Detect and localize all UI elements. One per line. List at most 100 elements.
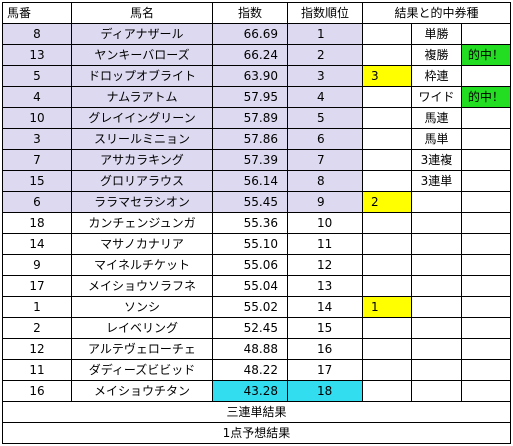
cell-ticket: 3連単 <box>411 170 462 192</box>
cell-rank: 2 <box>287 44 363 66</box>
cell-rank: 12 <box>287 254 363 276</box>
cell-name: ダディーズビビッド <box>71 359 213 381</box>
table-body: 8 ディアナザール 66.69 1 単勝 13 ヤンキーバローズ 66.24 2 複勝 的中！ 5 ドロ… <box>2 23 512 402</box>
cell-ticket <box>411 317 462 339</box>
cell-index: 63.90 <box>212 65 288 87</box>
cell-hit <box>460 170 512 192</box>
cell-index: 48.22 <box>212 359 288 381</box>
cell-index: 55.36 <box>212 212 288 234</box>
cell-mark <box>361 254 413 276</box>
cell-mark <box>361 128 413 150</box>
header-result: 結果と的中券種 <box>362 2 511 24</box>
cell-mark <box>361 107 413 129</box>
cell-rank: 6 <box>287 128 363 150</box>
cell-ticket: 複勝 <box>411 44 462 66</box>
cell-mark: 2 <box>361 191 413 213</box>
cell-mark <box>361 170 413 192</box>
cell-hit <box>460 212 512 234</box>
cell-mark <box>361 233 413 255</box>
cell-rank: 7 <box>287 149 363 171</box>
cell-no: 1 <box>2 296 72 318</box>
table-row: 8 ディアナザール 66.69 1 単勝 <box>2 23 512 45</box>
cell-index: 57.86 <box>212 128 288 150</box>
cell-rank: 18 <box>287 380 363 402</box>
cell-name: ララマセラシオン <box>71 191 213 213</box>
cell-hit <box>460 233 512 255</box>
cell-ticket: 3連複 <box>411 149 462 171</box>
cell-ticket <box>411 275 462 297</box>
cell-name: マイネルチケット <box>71 254 213 276</box>
cell-name: アサカラキング <box>71 149 213 171</box>
cell-hit <box>460 65 512 87</box>
cell-hit <box>460 338 512 360</box>
cell-mark: 1 <box>361 296 413 318</box>
cell-hit <box>460 107 512 129</box>
footer-row-1: 三連単結果 <box>2 401 511 423</box>
cell-ticket <box>411 338 462 360</box>
cell-hit <box>460 149 512 171</box>
cell-mark <box>361 380 413 402</box>
cell-rank: 13 <box>287 275 363 297</box>
cell-name: メイショウソラフネ <box>71 275 213 297</box>
cell-hit <box>460 359 512 381</box>
cell-mark <box>361 275 413 297</box>
cell-mark <box>361 359 413 381</box>
cell-name: カンチェンジュンガ <box>71 212 213 234</box>
cell-name: マサノカナリア <box>71 233 213 255</box>
cell-index: 55.45 <box>212 191 288 213</box>
table-row: 1 ソンシ 55.02 14 1 <box>2 296 512 318</box>
footer-single-prediction: 1点予想結果 <box>2 422 511 444</box>
table-row: 14 マサノカナリア 55.10 11 <box>2 233 512 255</box>
cell-rank: 5 <box>287 107 363 129</box>
cell-ticket: 単勝 <box>411 23 462 45</box>
cell-no: 11 <box>2 359 72 381</box>
cell-no: 2 <box>2 317 72 339</box>
cell-ticket: 馬連 <box>411 107 462 129</box>
cell-hit <box>460 254 512 276</box>
cell-rank: 10 <box>287 212 363 234</box>
table-row: 2 レイベリング 52.45 15 <box>2 317 512 339</box>
cell-ticket <box>411 296 462 318</box>
cell-index: 66.69 <box>212 23 288 45</box>
table-row: 9 マイネルチケット 55.06 12 <box>2 254 512 276</box>
cell-mark <box>361 44 413 66</box>
table-row: 13 ヤンキーバローズ 66.24 2 複勝 的中！ <box>2 44 512 66</box>
cell-mark <box>361 317 413 339</box>
cell-index: 55.06 <box>212 254 288 276</box>
footer-row-2: 1点予想結果 <box>2 422 511 444</box>
header-rank: 指数順位 <box>287 2 363 24</box>
cell-mark <box>361 149 413 171</box>
cell-index: 43.28 <box>212 380 288 402</box>
table-row: 12 アルテヴェローチェ 48.88 16 <box>2 338 512 360</box>
cell-no: 6 <box>2 191 72 213</box>
cell-mark <box>361 23 413 45</box>
table-row: 11 ダディーズビビッド 48.22 17 <box>2 359 512 381</box>
cell-hit <box>460 128 512 150</box>
cell-rank: 16 <box>287 338 363 360</box>
header-name: 馬名 <box>71 2 213 24</box>
cell-name: メイショウチタン <box>71 380 213 402</box>
cell-no: 16 <box>2 380 72 402</box>
cell-name: アルテヴェローチェ <box>71 338 213 360</box>
cell-hit <box>460 296 512 318</box>
cell-name: スリールミニョン <box>71 128 213 150</box>
cell-name: ディアナザール <box>71 23 213 45</box>
table-row: 17 メイショウソラフネ 55.04 13 <box>2 275 512 297</box>
cell-hit <box>460 317 512 339</box>
cell-no: 18 <box>2 212 72 234</box>
cell-rank: 9 <box>287 191 363 213</box>
cell-no: 12 <box>2 338 72 360</box>
cell-rank: 4 <box>287 86 363 108</box>
cell-no: 13 <box>2 44 72 66</box>
cell-ticket: 枠連 <box>411 65 462 87</box>
cell-index: 57.95 <box>212 86 288 108</box>
cell-rank: 11 <box>287 233 363 255</box>
cell-name: グレイイングリーン <box>71 107 213 129</box>
cell-no: 3 <box>2 128 72 150</box>
cell-rank: 8 <box>287 170 363 192</box>
cell-name: ナムラアトム <box>71 86 213 108</box>
cell-ticket: ワイド <box>411 86 462 108</box>
cell-rank: 15 <box>287 317 363 339</box>
cell-hit <box>460 380 512 402</box>
